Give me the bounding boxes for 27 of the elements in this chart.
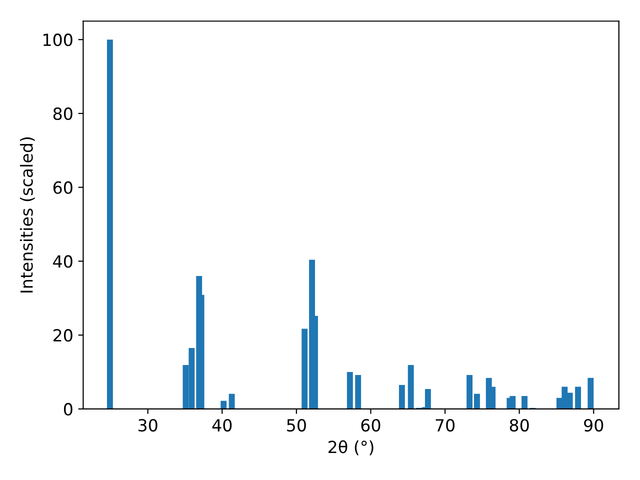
x-tick-label: 70 — [436, 418, 455, 432]
y-tick-label: 60 — [53, 181, 72, 194]
x-axis-title: 2θ (°) — [328, 440, 374, 456]
bar — [424, 389, 431, 409]
x-tick-label: 90 — [584, 418, 604, 432]
x-tick-label: 60 — [361, 418, 380, 432]
bar — [575, 386, 581, 409]
bar — [355, 374, 362, 409]
y-axis-title: Intensities (scaled) — [20, 137, 35, 292]
x-tick-label: 80 — [510, 418, 529, 432]
bar — [346, 372, 353, 409]
bar — [106, 40, 113, 409]
bar — [220, 400, 227, 409]
y-tick-label: 0 — [64, 402, 72, 416]
bar — [408, 365, 414, 409]
y-tick-label: 40 — [53, 255, 72, 268]
bar — [522, 396, 528, 409]
y-tick-label: 80 — [53, 107, 72, 120]
y-tick-label: 100 — [43, 34, 72, 46]
bar — [510, 396, 516, 409]
bar — [398, 384, 405, 409]
bar — [588, 378, 594, 409]
x-tick-label: 40 — [212, 418, 232, 432]
bar — [228, 394, 235, 409]
x-tick-label: 50 — [287, 418, 306, 432]
x-tick-label: 30 — [138, 418, 158, 432]
y-tick-label: 20 — [53, 329, 72, 342]
